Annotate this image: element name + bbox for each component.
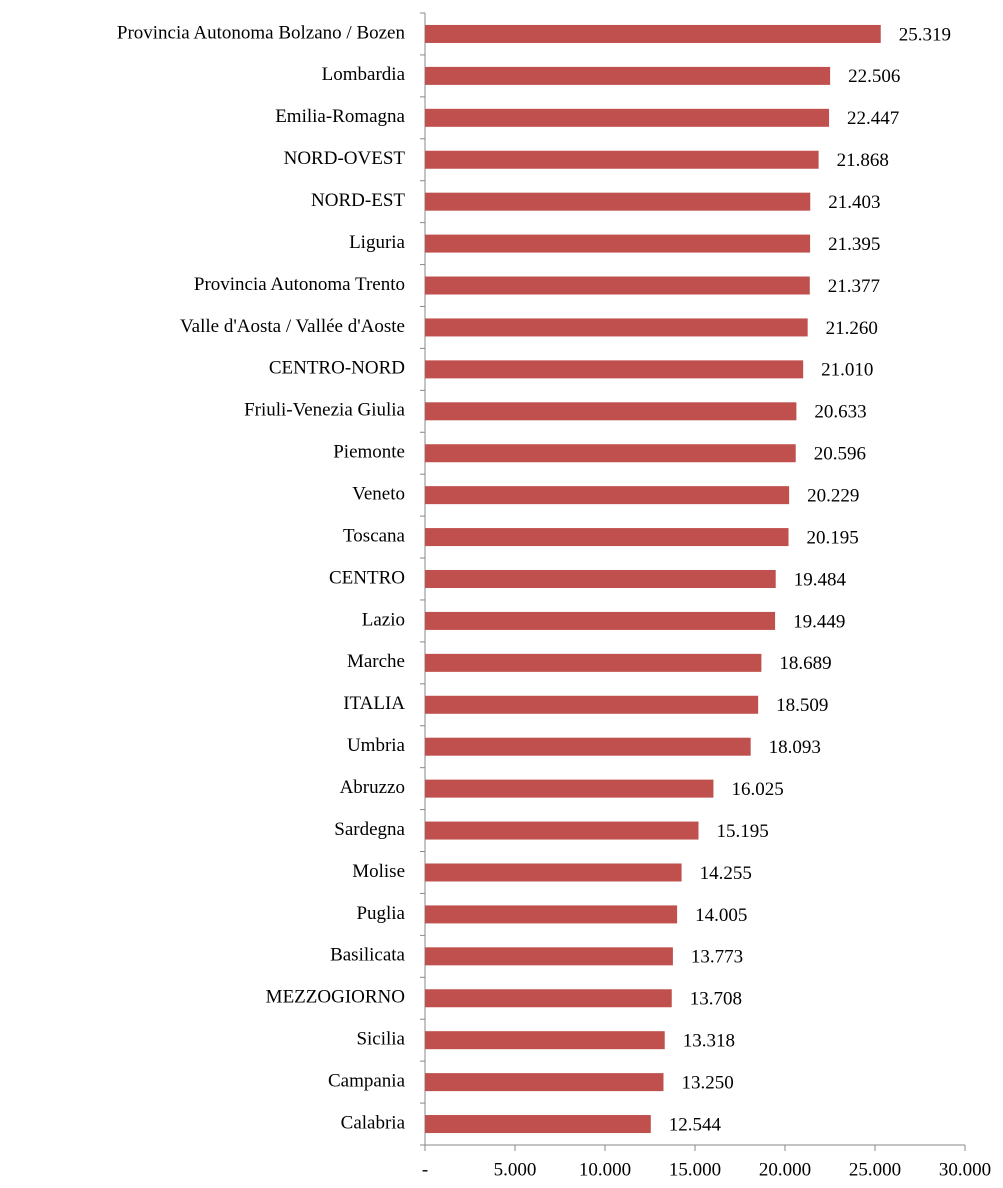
- x-tick-label: -: [422, 1159, 428, 1180]
- value-label: 25.319: [899, 24, 951, 45]
- y-tick-label: Umbria: [347, 735, 406, 756]
- y-tick-label: Provincia Autonoma Trento: [194, 274, 405, 295]
- y-tick-label: ITALIA: [343, 693, 405, 714]
- value-label: 21.403: [828, 192, 880, 213]
- x-tick-label: 20.000: [759, 1159, 811, 1180]
- y-tick-label: Emilia-Romagna: [275, 106, 405, 127]
- value-label: 20.229: [807, 486, 859, 507]
- value-label: 20.633: [814, 402, 866, 423]
- value-label: 21.395: [828, 234, 880, 255]
- bar: [425, 821, 699, 840]
- y-tick-label: Lazio: [362, 609, 405, 630]
- value-label: 18.509: [776, 695, 828, 716]
- bar: [425, 528, 789, 547]
- value-label: 14.005: [695, 905, 747, 926]
- y-tick-label: Toscana: [343, 525, 406, 546]
- value-label: 15.195: [717, 821, 769, 842]
- y-tick-label: Basilicata: [330, 945, 405, 966]
- bar: [425, 905, 678, 924]
- y-tick-label: Lombardia: [322, 64, 406, 85]
- value-label: 18.093: [769, 737, 821, 758]
- y-tick-label: CENTRO-NORD: [269, 358, 405, 379]
- x-tick-label: 25.000: [849, 1159, 901, 1180]
- bar: [425, 276, 810, 295]
- bar: [425, 24, 881, 43]
- x-tick-label: 15.000: [669, 1159, 721, 1180]
- value-label: 21.377: [828, 276, 880, 297]
- bar: [425, 1031, 665, 1050]
- value-label: 13.318: [683, 1031, 735, 1052]
- y-tick-label: Sardegna: [334, 819, 405, 840]
- y-tick-label: Calabria: [341, 1112, 406, 1133]
- value-label: 19.484: [794, 569, 847, 590]
- bar: [425, 1115, 651, 1134]
- bar: [425, 779, 714, 798]
- bar: [425, 1073, 664, 1092]
- bar: [425, 192, 811, 211]
- x-tick-label: 5.000: [494, 1159, 537, 1180]
- value-label: 20.596: [814, 444, 866, 465]
- bar: [425, 108, 830, 127]
- value-label: 20.195: [807, 527, 859, 548]
- y-tick-label: NORD-EST: [311, 190, 405, 211]
- value-label: 21.868: [837, 150, 889, 171]
- bar: [425, 234, 811, 253]
- y-tick-label: Friuli-Venezia Giulia: [244, 400, 405, 421]
- y-tick-label: Veneto: [352, 484, 405, 505]
- y-tick-label: Liguria: [349, 232, 405, 253]
- bar: [425, 444, 796, 463]
- y-tick-label: Valle d'Aosta / Vallée d'Aoste: [180, 316, 405, 337]
- value-label: 21.010: [821, 360, 873, 381]
- bar: [425, 653, 762, 672]
- y-tick-label: Puglia: [356, 903, 405, 924]
- y-tick-label: CENTRO: [329, 567, 405, 588]
- bar: [425, 360, 804, 379]
- value-label: 14.255: [700, 863, 752, 884]
- value-label: 16.025: [731, 779, 783, 800]
- value-label: 19.449: [793, 611, 845, 632]
- bar: [425, 737, 751, 756]
- value-label: 18.689: [779, 653, 831, 674]
- bar: [425, 989, 672, 1008]
- value-label: 21.260: [826, 318, 878, 339]
- x-tick-label: 10.000: [579, 1159, 631, 1180]
- y-tick-label: Marche: [347, 651, 405, 672]
- y-tick-label: MEZZOGIORNO: [266, 987, 405, 1008]
- x-tick-label: 30.000: [939, 1159, 991, 1180]
- value-label: 12.544: [669, 1114, 722, 1135]
- bar: [425, 863, 682, 882]
- bar: [425, 611, 776, 630]
- y-tick-label: NORD-OVEST: [284, 148, 406, 169]
- bar: [425, 570, 776, 588]
- value-label: 22.447: [847, 108, 899, 129]
- y-tick-label: Piemonte: [333, 442, 405, 463]
- bar: [425, 947, 673, 966]
- y-tick-label: Campania: [328, 1070, 406, 1091]
- y-tick-label: Sicilia: [356, 1029, 405, 1050]
- y-tick-label: Provincia Autonoma Bolzano / Bozen: [117, 22, 406, 43]
- bar: [425, 150, 819, 169]
- bar: [425, 402, 797, 421]
- bar: [425, 695, 759, 714]
- bar: [425, 486, 790, 505]
- y-tick-label: Abruzzo: [340, 777, 405, 798]
- bar: [425, 66, 831, 85]
- y-tick-label: Molise: [352, 861, 405, 882]
- value-label: 13.773: [691, 947, 743, 968]
- value-label: 13.250: [682, 1072, 734, 1093]
- value-label: 13.708: [690, 989, 742, 1010]
- value-label: 22.506: [848, 66, 900, 87]
- bar: [425, 318, 808, 337]
